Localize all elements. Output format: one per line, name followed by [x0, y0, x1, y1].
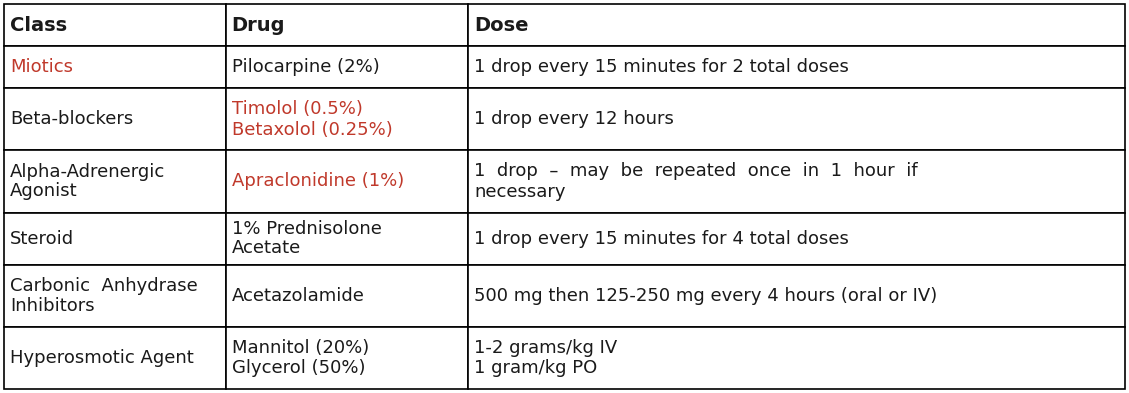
Bar	[5, 213, 226, 264]
Text: 1-2 grams/kg IV: 1-2 grams/kg IV	[474, 339, 618, 357]
Text: Pilocarpine (2%): Pilocarpine (2%)	[231, 58, 379, 76]
Text: Beta-blockers: Beta-blockers	[10, 110, 133, 128]
Bar	[469, 88, 1124, 151]
Text: Miotics: Miotics	[10, 58, 73, 76]
Text: Drug: Drug	[231, 16, 286, 35]
Bar	[469, 46, 1124, 88]
Text: Steroid: Steroid	[10, 230, 75, 248]
Bar	[5, 264, 226, 327]
Bar	[226, 327, 469, 389]
Text: 500 mg then 125-250 mg every 4 hours (oral or IV): 500 mg then 125-250 mg every 4 hours (or…	[474, 287, 937, 305]
Text: Glycerol (50%): Glycerol (50%)	[231, 359, 365, 377]
Bar	[5, 46, 226, 88]
Bar	[5, 327, 226, 389]
Bar	[469, 151, 1124, 213]
Text: Inhibitors: Inhibitors	[10, 296, 95, 314]
Bar	[226, 151, 469, 213]
Text: 1 drop every 12 hours: 1 drop every 12 hours	[474, 110, 674, 128]
Text: Acetate: Acetate	[231, 239, 300, 257]
Bar	[469, 327, 1124, 389]
Text: necessary: necessary	[474, 182, 566, 200]
Bar	[226, 264, 469, 327]
Text: Carbonic  Anhydrase: Carbonic Anhydrase	[10, 277, 198, 295]
Text: Hyperosmotic Agent: Hyperosmotic Agent	[10, 349, 194, 367]
Bar	[5, 88, 226, 151]
Bar	[5, 151, 226, 213]
Bar	[469, 4, 1124, 46]
Text: 1 drop every 15 minutes for 4 total doses: 1 drop every 15 minutes for 4 total dose…	[474, 230, 849, 248]
Text: 1  drop  –  may  be  repeated  once  in  1  hour  if: 1 drop – may be repeated once in 1 hour …	[474, 162, 918, 180]
Text: Dose: Dose	[474, 16, 528, 35]
Text: Class: Class	[10, 16, 67, 35]
Bar	[469, 213, 1124, 264]
Bar	[469, 264, 1124, 327]
Bar	[226, 4, 469, 46]
Text: Timolol (0.5%): Timolol (0.5%)	[231, 100, 362, 118]
Text: Alpha-Adrenergic: Alpha-Adrenergic	[10, 163, 165, 181]
Text: Mannitol (20%): Mannitol (20%)	[231, 338, 369, 356]
Text: Agonist: Agonist	[10, 182, 78, 200]
Text: Apraclonidine (1%): Apraclonidine (1%)	[231, 173, 404, 191]
Bar	[226, 46, 469, 88]
Text: 1 drop every 15 minutes for 2 total doses: 1 drop every 15 minutes for 2 total dose…	[474, 58, 849, 76]
Bar	[226, 88, 469, 151]
Text: 1% Prednisolone: 1% Prednisolone	[231, 220, 382, 238]
Text: Acetazolamide: Acetazolamide	[231, 287, 365, 305]
Text: 1 gram/kg PO: 1 gram/kg PO	[474, 359, 597, 377]
Text: Betaxolol (0.25%): Betaxolol (0.25%)	[231, 121, 393, 139]
Bar	[226, 213, 469, 264]
Bar	[5, 4, 226, 46]
